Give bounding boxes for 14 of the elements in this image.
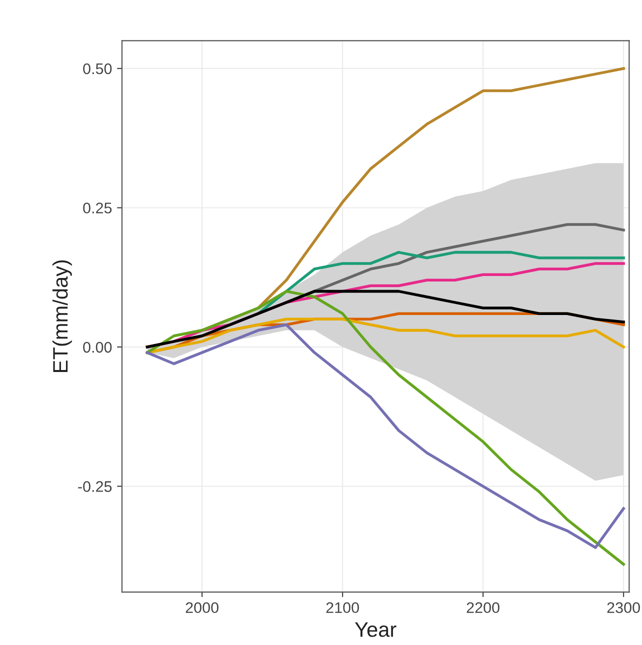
x-axis-title: Year <box>354 622 396 637</box>
line-series <box>146 290 625 566</box>
x-tick-label: 2200 <box>466 602 500 614</box>
y-tick-label: -0.25 <box>78 481 112 492</box>
x-tick-label: 2000 <box>186 602 218 614</box>
x-tick-label: 2300 <box>607 602 640 614</box>
line-series <box>146 290 625 348</box>
y-axis-title: ET(mm/day) <box>52 260 72 372</box>
line-series <box>256 250 625 315</box>
x-tick-label: 2100 <box>326 602 359 614</box>
y-tick-label: 0.00 <box>83 342 112 353</box>
line-series <box>146 323 625 549</box>
y-tick-label: 0.50 <box>83 63 112 74</box>
y-tick-label: 0.25 <box>83 202 112 214</box>
